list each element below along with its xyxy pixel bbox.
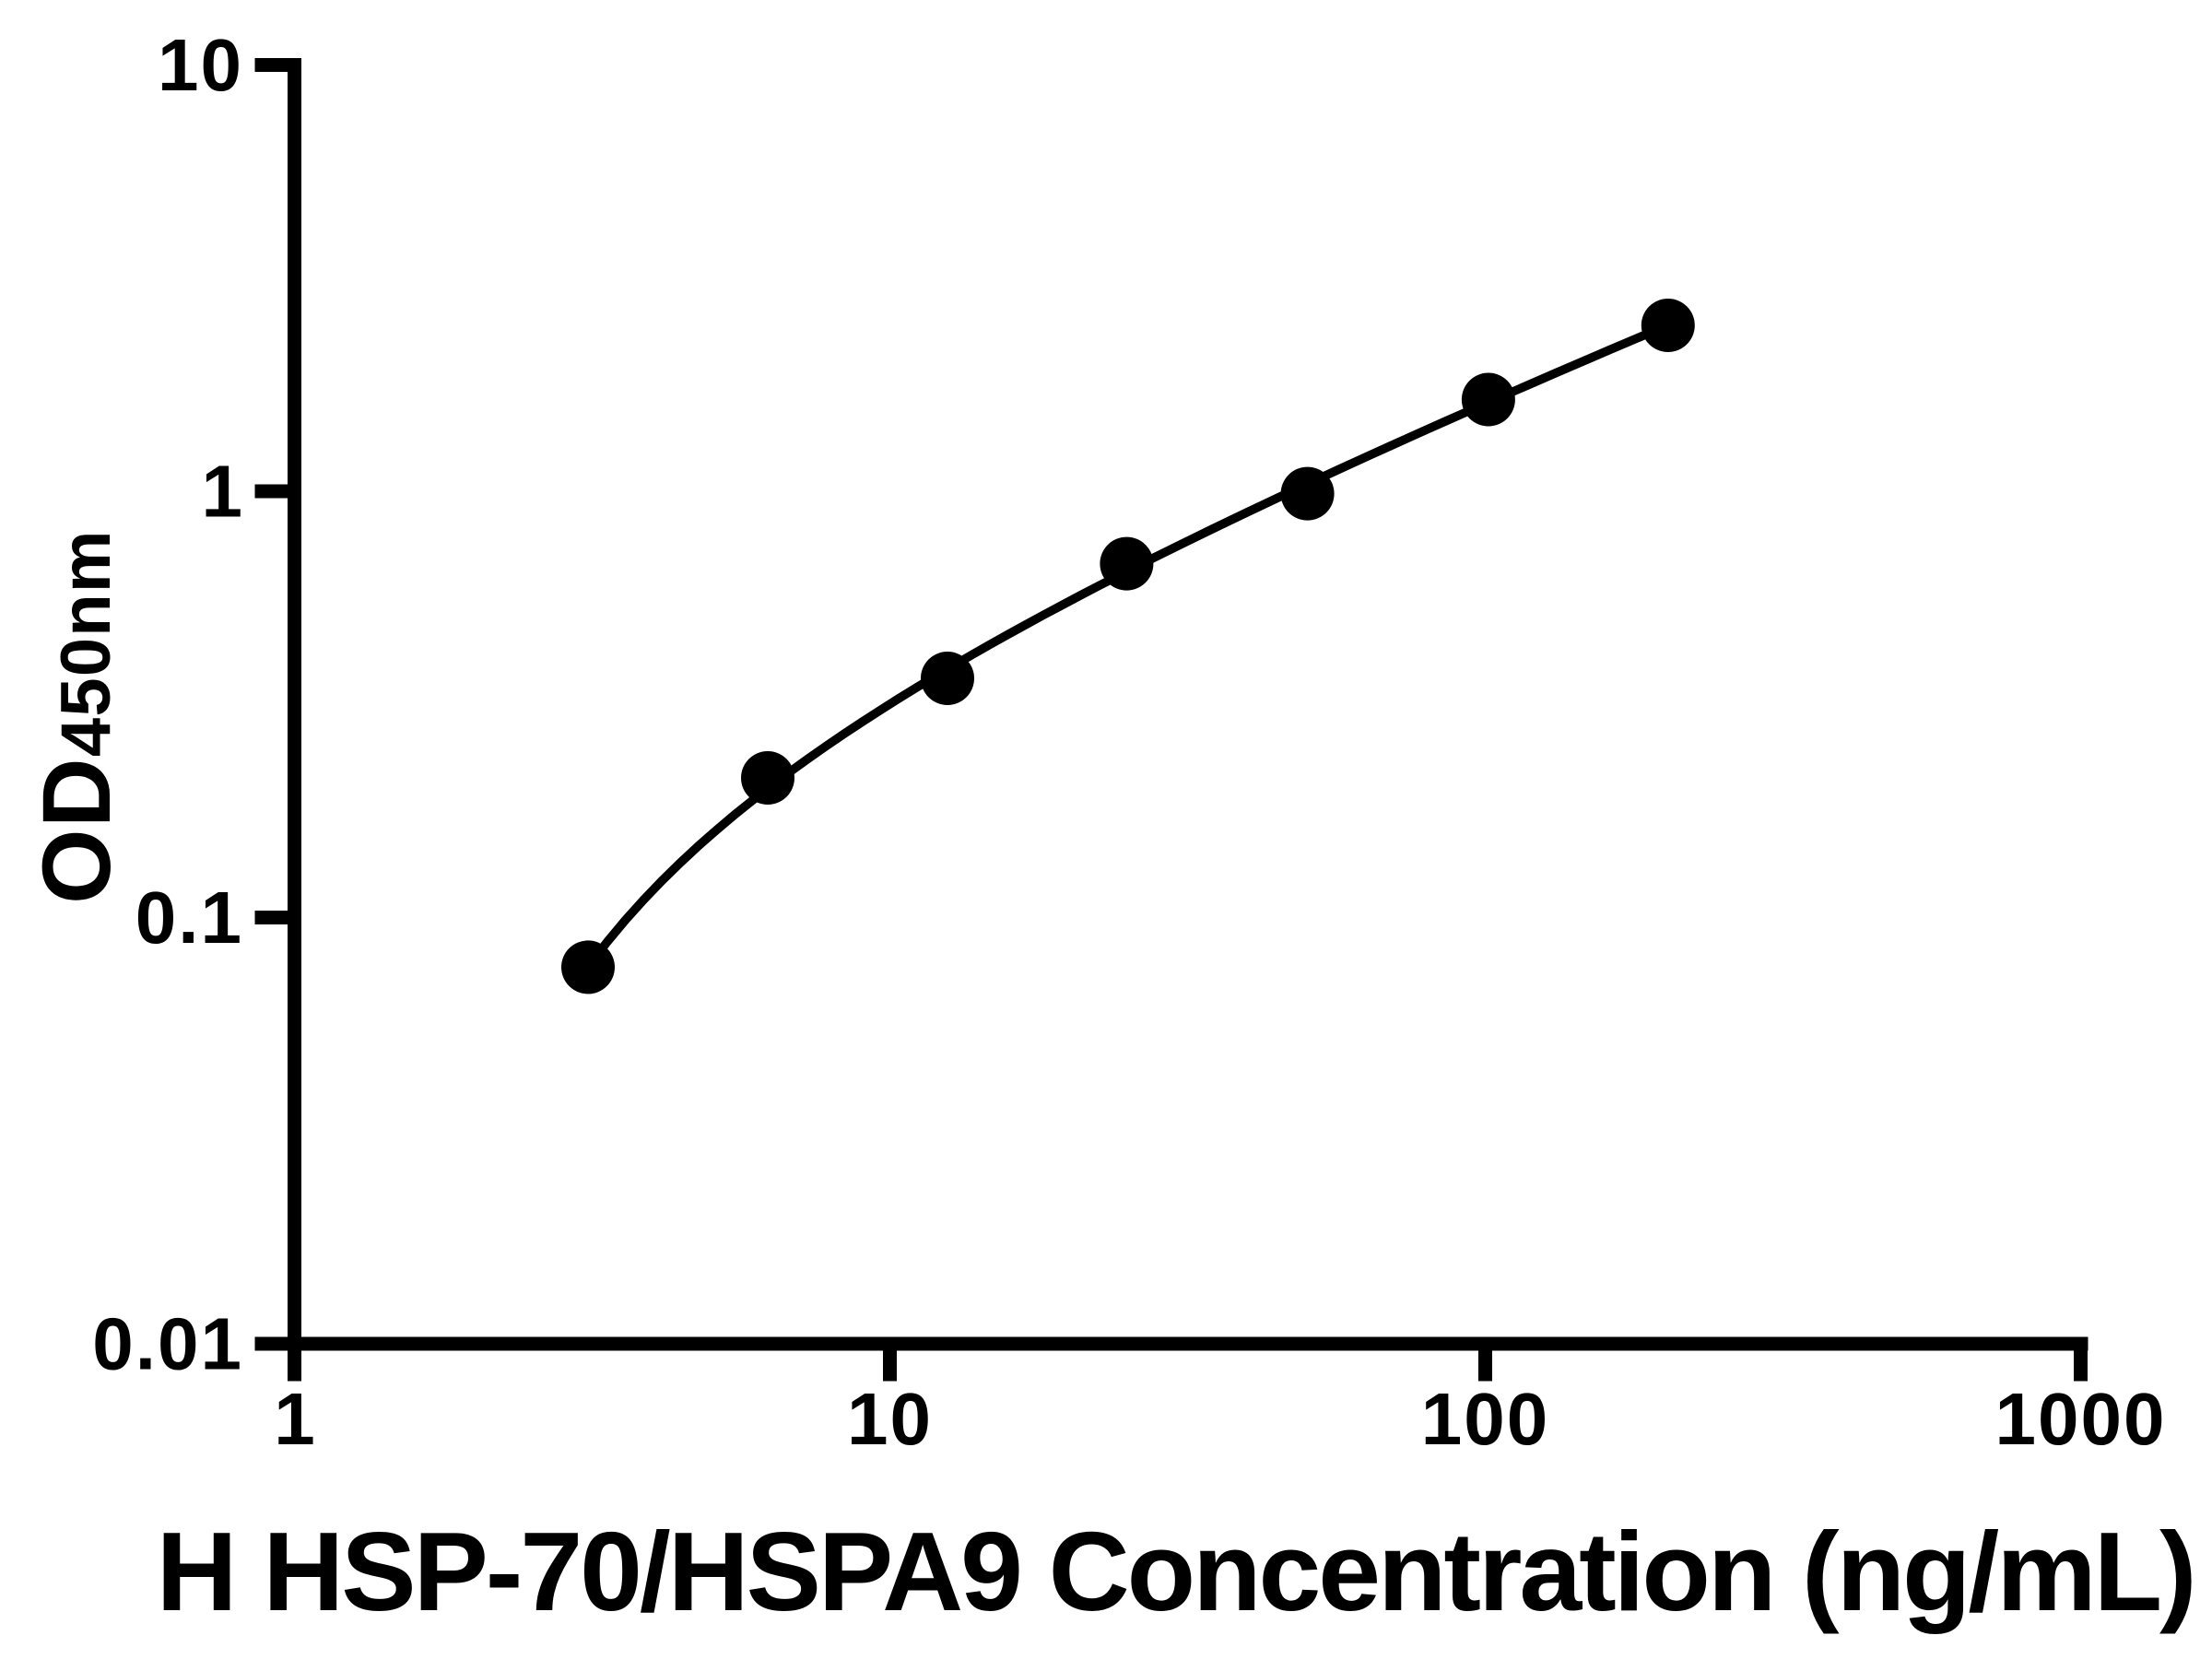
svg-text:10: 10 bbox=[847, 1378, 933, 1460]
svg-text:1: 1 bbox=[274, 1378, 315, 1460]
svg-text:1000: 1000 bbox=[1995, 1378, 2167, 1460]
svg-text:0.01: 0.01 bbox=[92, 1303, 243, 1385]
svg-text:H HSP-70/HSPA9 Concentration (: H HSP-70/HSPA9 Concentration (ng/mL) bbox=[156, 1509, 2194, 1634]
svg-text:10: 10 bbox=[158, 24, 243, 106]
svg-text:100: 100 bbox=[1421, 1378, 1549, 1460]
svg-text:0.1: 0.1 bbox=[135, 877, 243, 959]
svg-text:1: 1 bbox=[202, 451, 243, 533]
